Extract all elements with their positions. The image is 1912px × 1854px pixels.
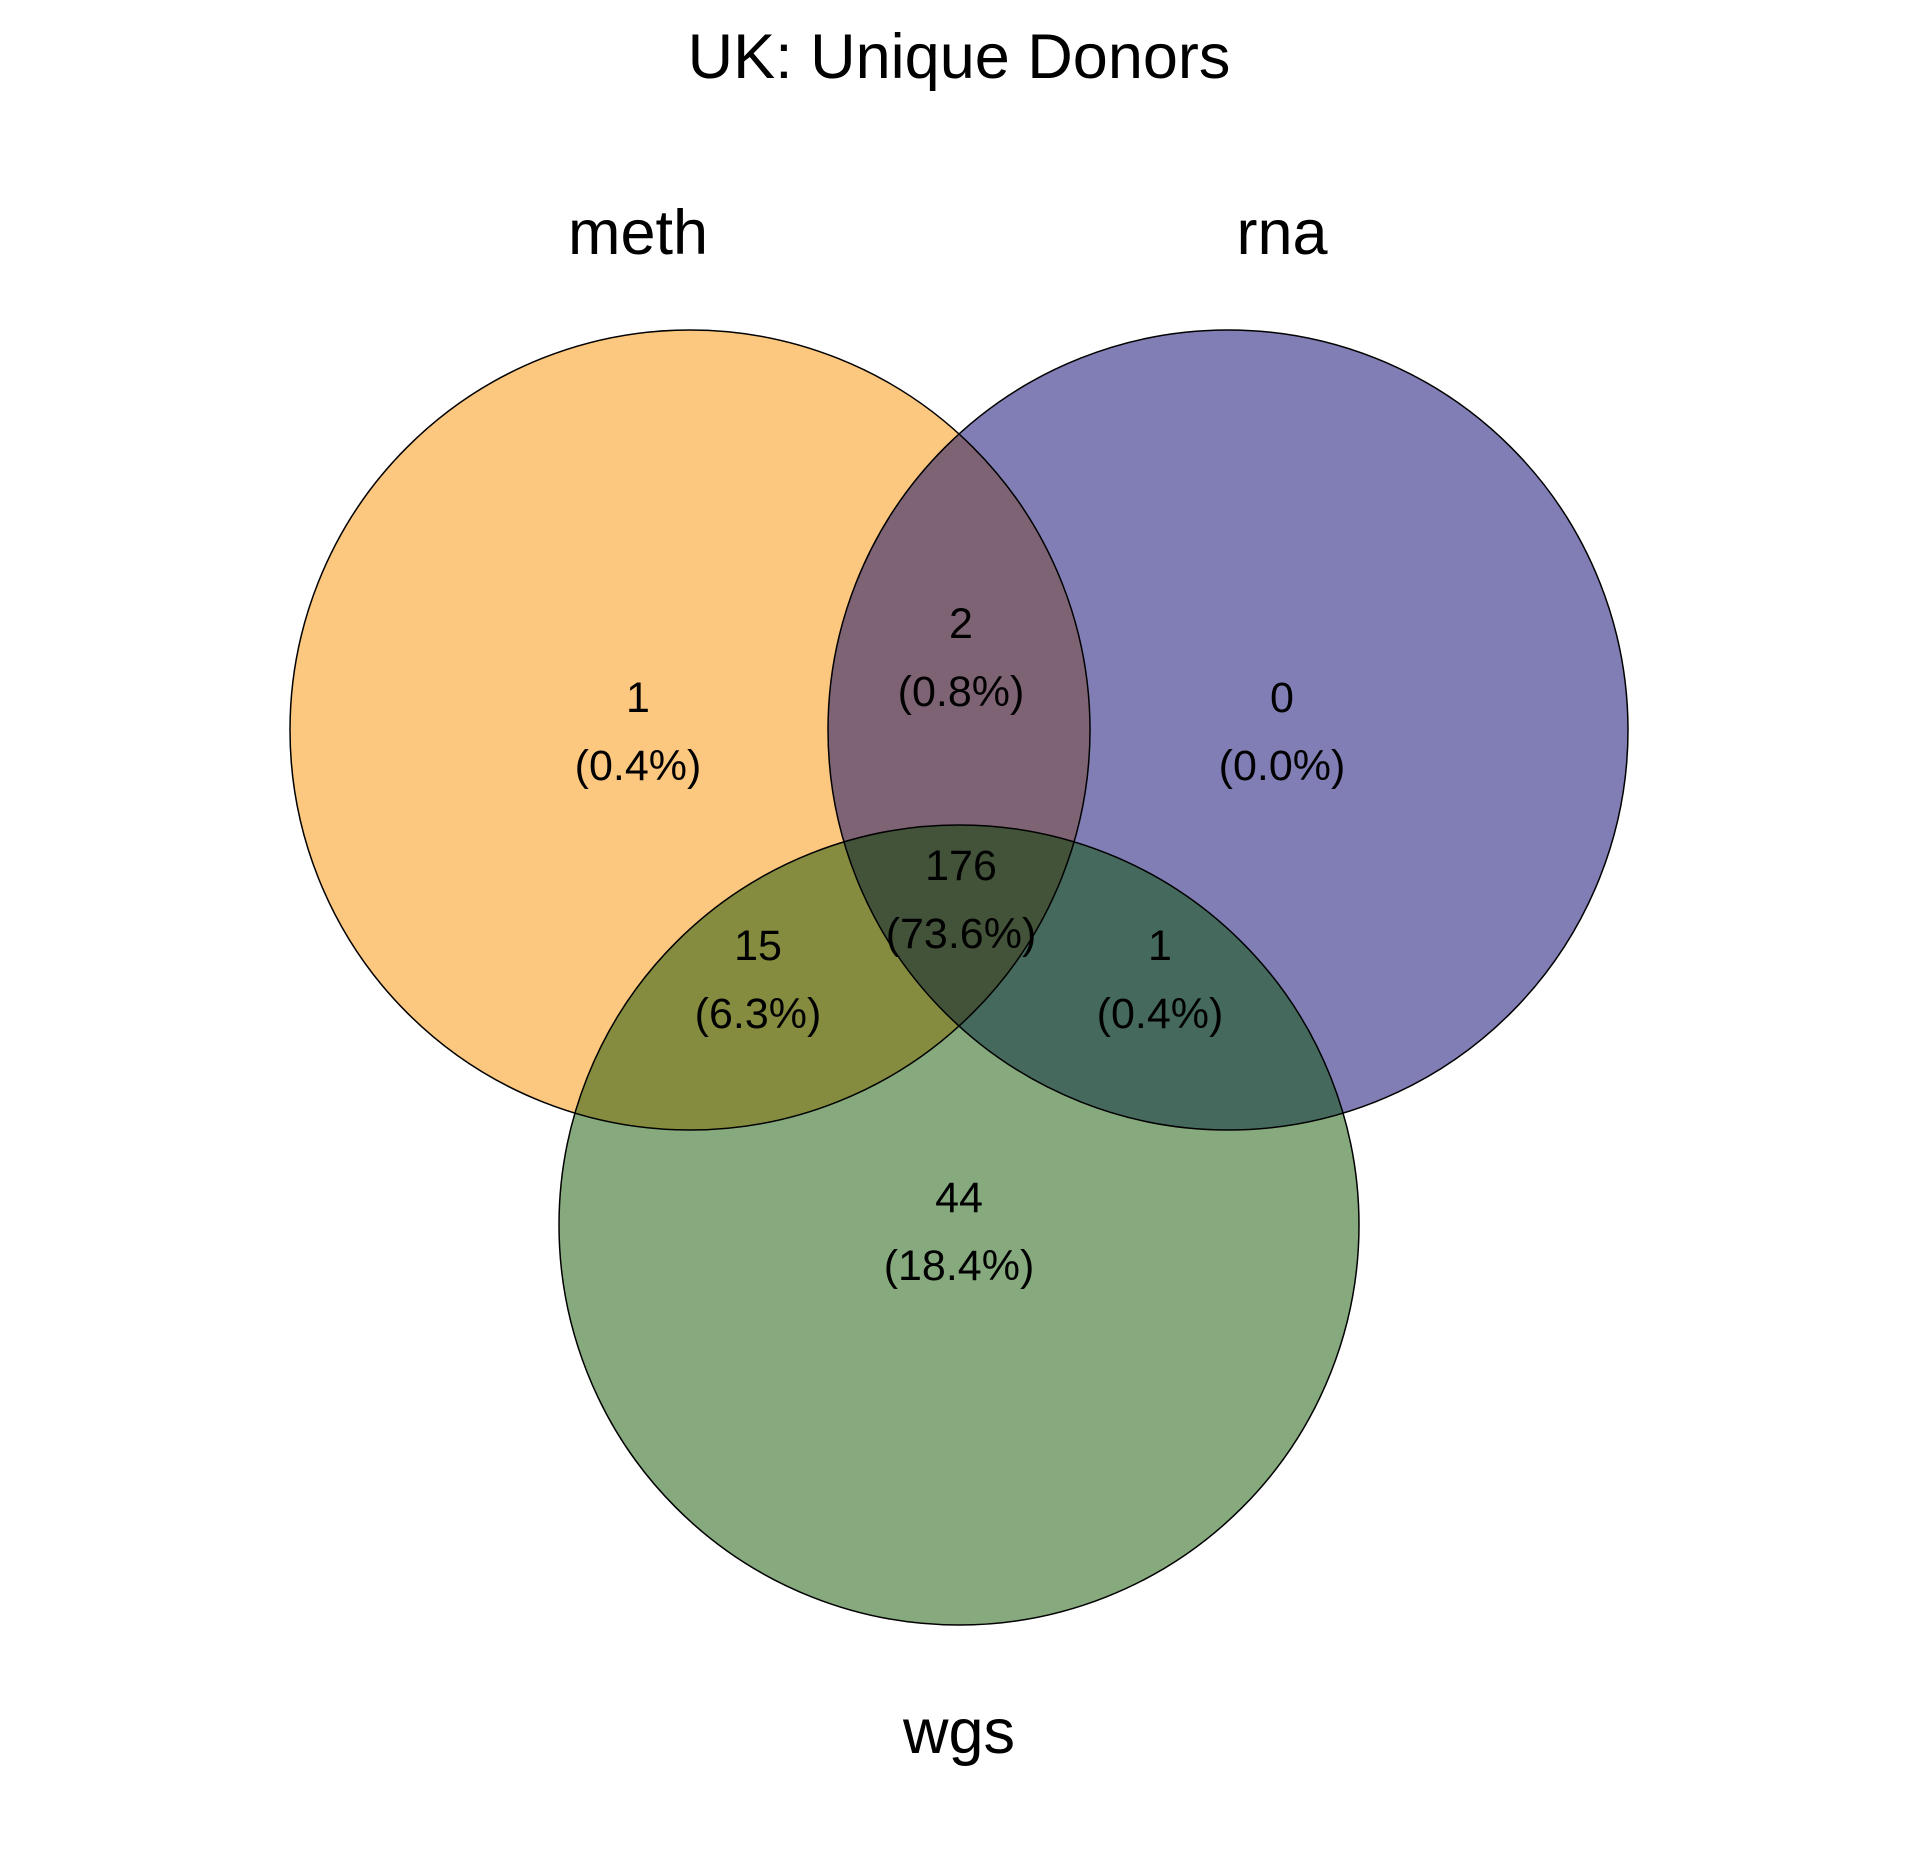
rna-outline <box>827 329 1629 1131</box>
region-count: 0 <box>1270 674 1294 722</box>
region-wgs-only: 44 (18.4%) <box>884 1174 1035 1290</box>
region-rna-wgs: 1 (0.4%) <box>1097 922 1224 1038</box>
set-label-meth: meth <box>568 198 708 268</box>
region-rna-only: 0 (0.0%) <box>1219 674 1346 790</box>
region-count: 44 <box>935 1174 983 1222</box>
meth-wgs-overlap <box>559 825 1090 1130</box>
region-percent: (18.4%) <box>884 1242 1035 1290</box>
region-meth-only: 1 (0.4%) <box>575 674 702 790</box>
diagram-title: UK: Unique Donors <box>688 22 1231 92</box>
meth-outline <box>289 329 1091 1131</box>
region-count: 15 <box>734 922 782 970</box>
region-percent: (0.8%) <box>898 668 1025 716</box>
region-meth-rna: 2 (0.8%) <box>898 600 1025 716</box>
region-count: 1 <box>626 674 650 722</box>
region-percent: (73.6%) <box>886 910 1037 958</box>
region-percent: (0.4%) <box>1097 990 1224 1038</box>
set-label-wgs: wgs <box>902 1697 1015 1767</box>
region-percent: (6.3%) <box>695 990 822 1038</box>
region-all-three: 176 (73.6%) <box>886 842 1037 958</box>
region-count: 1 <box>1148 922 1172 970</box>
region-percent: (0.0%) <box>1219 742 1346 790</box>
wgs-outline <box>558 824 1360 1626</box>
region-count: 176 <box>925 842 997 890</box>
region-percent: (0.4%) <box>575 742 702 790</box>
set-label-rna: rna <box>1236 198 1328 268</box>
region-meth-wgs: 15 (6.3%) <box>695 922 822 1038</box>
rna-wgs-overlap <box>828 825 1359 1130</box>
region-count: 2 <box>949 600 973 648</box>
